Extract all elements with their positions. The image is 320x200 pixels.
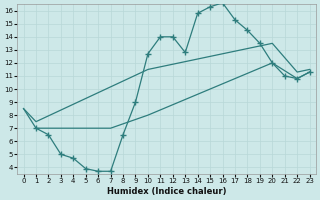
X-axis label: Humidex (Indice chaleur): Humidex (Indice chaleur) — [107, 187, 226, 196]
